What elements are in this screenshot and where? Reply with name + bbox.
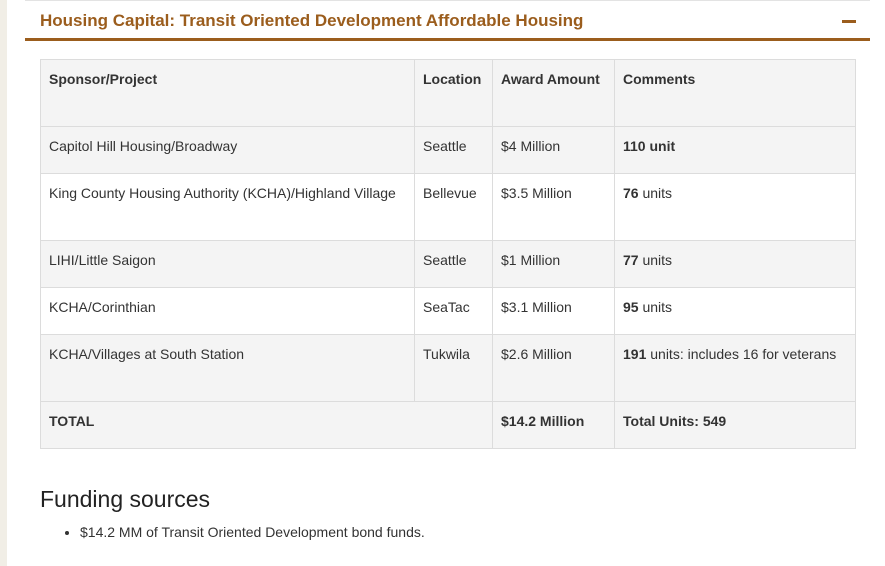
- total-award: $14.2 Million: [492, 401, 615, 449]
- awards-table: Sponsor/Project Location Award Amount Co…: [40, 59, 856, 449]
- cell-sponsor: KCHA/Corinthian: [40, 287, 415, 335]
- header-location: Location: [414, 59, 493, 127]
- cell-location: Bellevue: [414, 173, 493, 241]
- cell-award: $1 Million: [492, 240, 615, 288]
- cell-sponsor: KCHA/Villages at South Station: [40, 334, 415, 402]
- table-row: Capitol Hill Housing/Broadway Seattle $4…: [40, 126, 856, 174]
- cell-location: Seattle: [414, 126, 493, 174]
- table-row: LIHI/Little Saigon Seattle $1 Million 77…: [40, 240, 856, 288]
- table-row: KCHA/Villages at South Station Tukwila $…: [40, 334, 856, 402]
- table-row: King County Housing Authority (KCHA)/Hig…: [40, 173, 856, 241]
- total-label: TOTAL: [40, 401, 493, 449]
- cell-award: $2.6 Million: [492, 334, 615, 402]
- cell-location: Tukwila: [414, 334, 493, 402]
- header-sponsor: Sponsor/Project: [40, 59, 415, 127]
- cell-comments: 76 units: [614, 173, 856, 241]
- cell-comments: 95 units: [614, 287, 856, 335]
- collapse-minus-icon[interactable]: [842, 20, 856, 23]
- total-comments: Total Units: 549: [614, 401, 856, 449]
- units-text: units: [638, 185, 673, 201]
- cell-comments: 77 units: [614, 240, 856, 288]
- table-total-row: TOTAL $14.2 Million Total Units: 549: [40, 401, 856, 449]
- cell-award: $4 Million: [492, 126, 615, 174]
- list-item: $14.2 MM of Transit Oriented Development…: [80, 522, 425, 542]
- cell-sponsor: LIHI/Little Saigon: [40, 240, 415, 288]
- funding-sources-list: $14.2 MM of Transit Oriented Development…: [40, 522, 425, 542]
- cell-sponsor: King County Housing Authority (KCHA)/Hig…: [40, 173, 415, 241]
- accordion-header[interactable]: Housing Capital: Transit Oriented Develo…: [25, 0, 870, 41]
- left-border-strip: [0, 0, 7, 566]
- units-count: 77: [623, 252, 639, 268]
- units-count: 191: [623, 346, 647, 362]
- units-count: 110 unit: [623, 138, 676, 154]
- units-text: units: [638, 252, 673, 268]
- table-row: KCHA/Corinthian SeaTac $3.1 Million 95 u…: [40, 287, 856, 335]
- cell-sponsor: Capitol Hill Housing/Broadway: [40, 126, 415, 174]
- cell-award: $3.1 Million: [492, 287, 615, 335]
- cell-location: Seattle: [414, 240, 493, 288]
- header-comments: Comments: [614, 59, 856, 127]
- cell-location: SeaTac: [414, 287, 493, 335]
- cell-award: $3.5 Million: [492, 173, 615, 241]
- accordion-title[interactable]: Housing Capital: Transit Oriented Develo…: [40, 11, 584, 30]
- cell-comments: 110 unit: [614, 126, 856, 174]
- cell-comments: 191 units: includes 16 for veterans: [614, 334, 856, 402]
- units-count: 95: [623, 299, 639, 315]
- units-count: 76: [623, 185, 639, 201]
- header-award: Award Amount: [492, 59, 615, 127]
- units-text: units: includes 16 for veterans: [646, 346, 837, 362]
- funding-sources-heading: Funding sources: [40, 486, 211, 512]
- units-text: units: [638, 299, 673, 315]
